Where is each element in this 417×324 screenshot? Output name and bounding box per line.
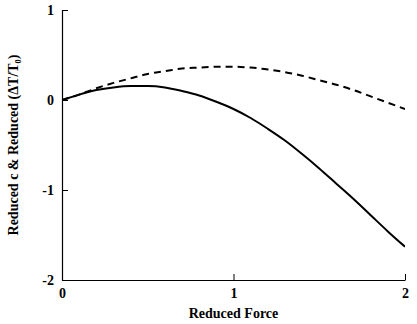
line-series [62,67,405,109]
tick-mark [405,274,406,280]
x-axis: 0 1 2 [59,274,409,301]
y-axis-title: Reduced c & Reduced (ΔT/T₀) [6,54,22,235]
tick-mark [62,190,68,191]
tick-mark [62,280,68,281]
tick: -1 [42,183,68,198]
axis-line [62,11,63,281]
tick-label: 0 [47,93,54,108]
tick-mark [234,274,235,280]
lines [62,67,405,247]
tick-label: 0 [59,286,66,301]
tick-label: 1 [231,286,238,301]
tick: 1 [47,3,68,18]
axis-line [63,280,406,281]
tick-label: 1 [47,3,54,18]
tick-mark [62,10,68,11]
tick: -2 [42,273,68,288]
tick-label: -1 [42,183,54,198]
tick: 0 [47,93,68,108]
chart: 0 1 2 -2 -1 0 1 Reduced Force Reduced c & Reduce… [0,0,417,324]
line-series [62,86,405,247]
tick-label: -2 [42,273,54,288]
tick: 1 [231,274,238,301]
tick-label: 2 [402,286,409,301]
tick: 2 [402,274,409,301]
plot: 0 1 2 -2 -1 0 1 [42,3,409,301]
x-axis-title: Reduced Force [189,306,279,321]
y-axis: -2 -1 0 1 [42,3,68,288]
